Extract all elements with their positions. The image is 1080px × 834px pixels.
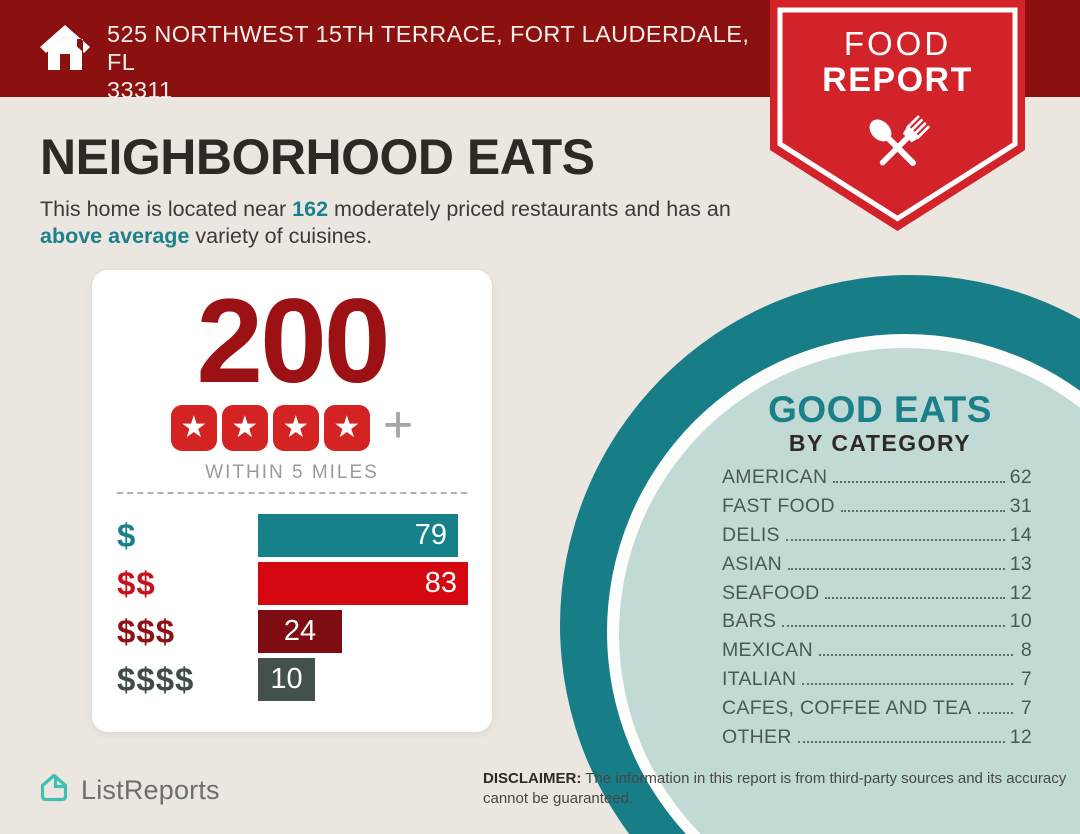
category-name: AMERICAN: [722, 466, 828, 488]
star-rating-row: ★ ★ ★ ★ +: [92, 396, 492, 454]
price-tier-label: $$$: [117, 612, 176, 650]
dotted-leader: [818, 654, 1013, 657]
category-row: SEAFOOD 12: [722, 582, 1032, 611]
category-count: 12: [1009, 726, 1032, 749]
home-icon: [36, 18, 94, 81]
good-eats-header: GOOD EATS BY CATEGORY: [700, 389, 1060, 457]
subtitle-seg3: variety of cuisines.: [189, 223, 373, 248]
dashed-divider: [117, 492, 467, 494]
badge-word-food: FOOD: [843, 25, 952, 62]
dotted-leader: [977, 712, 1013, 715]
category-count: 31: [1009, 494, 1032, 517]
category-name: OTHER: [722, 726, 792, 749]
restaurant-count: 200: [196, 274, 390, 408]
star-icon: ★: [170, 405, 217, 451]
bar: 79: [258, 514, 458, 557]
price-tier-bar-chart: $79 $$ 83 $$$ 24 $$$$ 10: [117, 514, 478, 701]
category-count: 10: [1009, 610, 1032, 633]
category-count: 8: [1020, 639, 1032, 662]
food-report-badge: FOOD REPORT: [770, 0, 1025, 234]
bar: 83: [258, 562, 468, 605]
ribbon-shape: [770, 0, 1025, 231]
category-name: SEAFOOD: [722, 581, 820, 604]
category-name: CAFES, COFFEE AND TEA: [722, 697, 972, 720]
category-list: AMERICAN 62 FAST FOOD 31 DELIS 14 ASIAN 13 SEAFO…: [722, 466, 1032, 755]
bar-value: 24: [283, 615, 317, 647]
brand-logo: ListReports: [36, 770, 220, 811]
bar: 24: [258, 610, 342, 653]
star-icon: ★: [323, 405, 370, 451]
category-count: 7: [1020, 697, 1032, 720]
category-name: BARS: [722, 610, 777, 633]
category-row: ITALIAN 7: [722, 668, 1032, 697]
dotted-leader: [788, 567, 1005, 570]
category-name: DELIS: [722, 523, 780, 546]
category-row: OTHER 12: [722, 726, 1032, 755]
disclaimer-text: The information in this report is from t…: [483, 770, 1067, 807]
category-row: FAST FOOD 31: [722, 495, 1032, 524]
category-count: 13: [1009, 552, 1032, 575]
bar-value: 83: [424, 567, 457, 599]
dotted-leader: [802, 683, 1013, 686]
subtitle-highlight-count: 162: [292, 197, 329, 221]
category-name: ITALIAN: [722, 668, 797, 691]
address-line2: 33311: [107, 77, 173, 103]
disclaimer-label: DISCLAIMER:: [483, 770, 582, 787]
category-row: DELIS 14: [722, 524, 1032, 553]
category-row: BARS 10: [722, 610, 1032, 639]
bar: 10: [258, 658, 315, 701]
category-row: MEXICAN 8: [722, 639, 1032, 668]
category-name: FAST FOOD: [722, 494, 835, 517]
star-icon: ★: [272, 405, 319, 451]
dotted-leader: [840, 509, 1005, 512]
bar-row: $$ 83: [117, 562, 478, 605]
page-subtitle: This home is located near 162 moderately…: [40, 196, 750, 249]
utensils-icon: [858, 104, 938, 189]
dotted-leader: [797, 741, 1005, 744]
restaurant-summary-card: 200 ★ ★ ★ ★ + WITHIN 5 MILES $79 $$ 83 $$$ 24 $$$…: [92, 270, 492, 732]
property-address: 525 NORTHWEST 15TH TERRACE, FORT LAUDERD…: [107, 20, 767, 104]
badge-title: FOOD REPORT: [770, 26, 1025, 99]
bar-row: $$$$ 10: [117, 658, 478, 701]
bar-value: 79: [414, 519, 447, 551]
bar-row: $79: [117, 514, 478, 557]
category-row: AMERICAN 62: [722, 466, 1032, 495]
dotted-leader: [782, 625, 1005, 628]
category-count: 12: [1009, 581, 1032, 604]
category-count: 62: [1009, 466, 1032, 488]
good-eats-subtitle: BY CATEGORY: [788, 430, 972, 456]
subtitle-highlight-variety: above average: [40, 223, 190, 248]
page-title: NEIGHBORHOOD EATS: [40, 129, 595, 185]
category-row: ASIAN 13: [722, 553, 1032, 582]
radius-caption: WITHIN 5 MILES: [205, 462, 379, 483]
category-name: MEXICAN: [722, 639, 813, 662]
dotted-leader: [785, 538, 1005, 541]
subtitle-seg2: moderately priced restaurants and has an: [328, 197, 731, 221]
category-count: 7: [1020, 668, 1032, 691]
address-line1: 525 NORTHWEST 15TH TERRACE, FORT LAUDERD…: [107, 21, 750, 75]
plus-icon: +: [382, 396, 414, 454]
category-row: CAFES, COFFEE AND TEA 7: [722, 697, 1032, 726]
disclaimer: DISCLAIMER: The information in this repo…: [483, 769, 1073, 808]
subtitle-seg1: This home is located near: [40, 197, 293, 221]
bar-value: 10: [270, 663, 303, 695]
dotted-leader: [833, 481, 1005, 483]
good-eats-title: GOOD EATS: [768, 389, 992, 430]
badge-word-report: REPORT: [822, 61, 973, 99]
dotted-leader: [825, 596, 1005, 599]
star-icon: ★: [221, 405, 268, 451]
brand-name: ListReports: [81, 775, 220, 805]
category-count: 14: [1009, 523, 1032, 546]
price-tier-label: $$$$: [117, 660, 195, 698]
price-tier-label: $: [117, 516, 137, 554]
listreports-logo-icon: [36, 770, 72, 811]
price-tier-label: $$: [117, 564, 156, 602]
bar-row: $$$ 24: [117, 610, 478, 653]
category-name: ASIAN: [722, 552, 783, 575]
